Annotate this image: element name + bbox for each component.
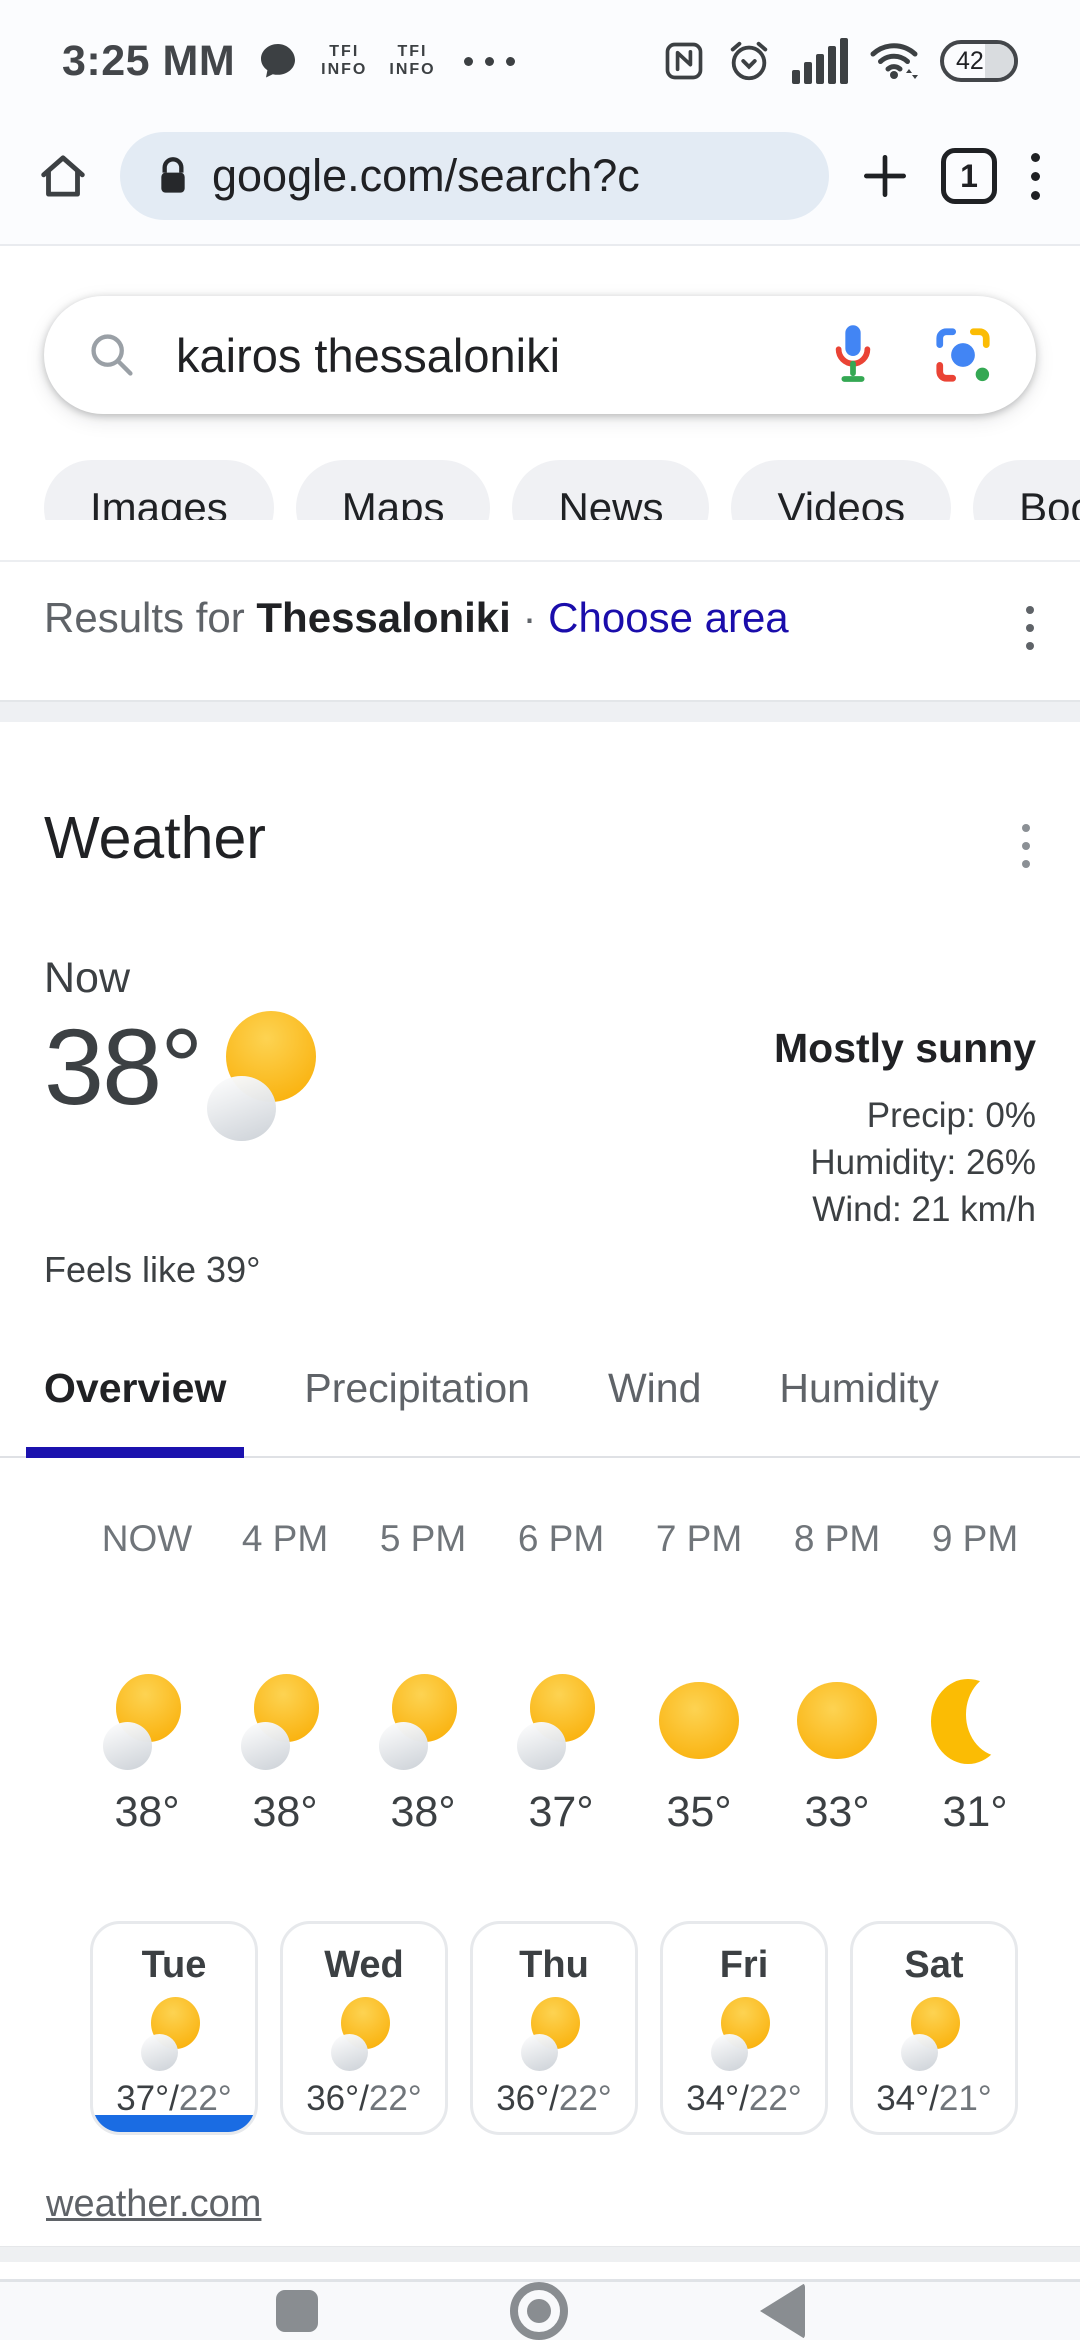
search-icon xyxy=(86,329,138,381)
back-icon[interactable] xyxy=(759,2283,805,2339)
section-divider xyxy=(0,2246,1080,2263)
nfc-icon xyxy=(662,39,706,83)
results-separator: · xyxy=(522,593,537,641)
alarm-icon xyxy=(726,38,772,84)
daily-forecast: Tue 37°/22° Wed 36°/22° Thu 36°/22° Fri … xyxy=(44,1921,1036,2136)
hour-item[interactable]: 5 PM 38° xyxy=(379,1518,467,1837)
partly-cloudy-icon xyxy=(207,1010,329,1141)
sunny-icon xyxy=(793,1674,881,1770)
partly-cloudy-icon xyxy=(141,1997,207,2072)
chip-videos[interactable]: Videos xyxy=(731,460,952,520)
url-bar[interactable]: google.com/search?c xyxy=(120,132,829,220)
source-row: weather.com xyxy=(0,2183,1080,2226)
precip-detail: Precip: 0% xyxy=(866,1095,1036,1135)
search-query-text[interactable]: kairos thessaloniki xyxy=(176,328,561,382)
lock-icon xyxy=(156,156,190,196)
now-label: Now xyxy=(44,953,131,1002)
weather-tabs: Overview Precipitation Wind Humidity xyxy=(0,1365,1080,1459)
condition-text: Mostly sunny xyxy=(774,1024,1036,1071)
tab-switcher-button[interactable]: 1 xyxy=(941,148,997,204)
hour-item[interactable]: 9 PM 31° xyxy=(918,1518,1041,1837)
partly-cloudy-icon xyxy=(331,1997,397,2072)
status-right: 42 xyxy=(662,38,1018,84)
browser-toolbar: google.com/search?c 1 xyxy=(0,108,1080,246)
day-card-tue[interactable]: Tue 37°/22° xyxy=(90,1921,258,2136)
partly-cloudy-icon xyxy=(103,1674,191,1771)
hour-item[interactable]: 8 PM 33° xyxy=(793,1518,881,1837)
wind-detail: Wind: 21 km/h xyxy=(812,1190,1036,1230)
home-icon[interactable] xyxy=(34,147,92,205)
results-menu-icon[interactable] xyxy=(1020,600,1040,656)
current-temp: 38° xyxy=(44,1005,203,1127)
hour-item[interactable]: 4 PM 38° xyxy=(241,1518,329,1837)
day-card-thu[interactable]: Thu 36°/22° xyxy=(470,1921,638,2136)
partly-cloudy-icon xyxy=(379,1674,467,1771)
results-location: Thessaloniki xyxy=(256,593,511,641)
chip-books[interactable]: Books xyxy=(973,460,1080,520)
voice-search-icon[interactable] xyxy=(830,322,876,388)
partly-cloudy-icon xyxy=(517,1674,605,1771)
day-card-sat[interactable]: Sat 34°/21° xyxy=(850,1921,1018,2136)
search-bar[interactable]: kairos thessaloniki xyxy=(44,296,1036,414)
section-divider xyxy=(0,699,1080,722)
day-card-wed[interactable]: Wed 36°/22° xyxy=(280,1921,448,2136)
new-tab-icon[interactable] xyxy=(857,148,913,204)
partly-cloudy-icon xyxy=(521,1997,587,2072)
status-bar: 3:25 MM TFI INFO TFI INFO xyxy=(0,0,1080,108)
tab-precipitation[interactable]: Precipitation xyxy=(304,1365,530,1412)
clock: 3:25 MM xyxy=(62,36,236,85)
hour-item[interactable]: 7 PM 35° xyxy=(655,1518,743,1837)
weather-title: Weather xyxy=(44,804,266,871)
results-location-bar: Results for Thessaloniki · Choose area xyxy=(0,559,1080,700)
wifi-icon xyxy=(868,39,920,83)
results-prefix: Results for xyxy=(44,593,245,641)
recents-icon[interactable] xyxy=(275,2290,318,2332)
partly-cloudy-icon xyxy=(901,1997,967,2072)
tab-humidity[interactable]: Humidity xyxy=(779,1365,939,1412)
humidity-detail: Humidity: 26% xyxy=(810,1142,1036,1182)
chip-images[interactable]: Images xyxy=(44,460,274,520)
carrier-badge-icon-2: TFI INFO xyxy=(389,43,436,78)
search-section: kairos thessaloniki xyxy=(0,246,1080,414)
search-filter-chips: Images Maps News Videos Books Flights xyxy=(0,460,1080,520)
hourly-forecast: NOW 38° 4 PM 38° 5 PM 38° 6 PM 37° 7 PM xyxy=(44,1458,1041,1837)
signal-strength-icon xyxy=(792,38,848,84)
day-card-fri[interactable]: Fri 34°/22° xyxy=(660,1921,828,2136)
weather-card: Weather Now 38° Mostly sunny Precip: 0% … xyxy=(0,721,1080,2136)
weather-source-link[interactable]: weather.com xyxy=(46,2183,262,2226)
hour-item[interactable]: NOW 38° xyxy=(101,1518,193,1837)
feels-like-text: Feels like 39° xyxy=(44,1249,261,1291)
home-nav-icon[interactable] xyxy=(509,2282,568,2340)
chip-maps[interactable]: Maps xyxy=(295,460,491,520)
google-lens-icon[interactable] xyxy=(932,324,994,386)
tab-wind[interactable]: Wind xyxy=(607,1365,702,1412)
partly-cloudy-icon xyxy=(241,1674,329,1771)
weather-menu-icon[interactable] xyxy=(1016,818,1036,874)
choose-area-link[interactable]: Choose area xyxy=(548,593,789,641)
status-left: 3:25 MM TFI INFO TFI INFO xyxy=(62,37,515,86)
system-navigation-bar xyxy=(0,2279,1080,2340)
battery-percent: 42 xyxy=(956,46,984,75)
carrier-badge-icon: TFI INFO xyxy=(321,43,368,78)
hour-item[interactable]: 6 PM 37° xyxy=(517,1518,605,1837)
tab-overview[interactable]: Overview xyxy=(25,1365,245,1459)
sunny-icon xyxy=(655,1674,743,1770)
tab-count: 1 xyxy=(960,157,978,194)
browser-menu-icon[interactable] xyxy=(1025,147,1046,206)
chat-bubble-icon xyxy=(257,41,299,81)
more-notifications-icon xyxy=(463,56,515,66)
battery-indicator: 42 xyxy=(940,40,1018,82)
partly-cloudy-icon xyxy=(711,1997,777,2072)
clear-night-icon xyxy=(931,1672,1041,1770)
url-text: google.com/search?c xyxy=(212,150,640,201)
chip-news[interactable]: News xyxy=(512,460,710,520)
